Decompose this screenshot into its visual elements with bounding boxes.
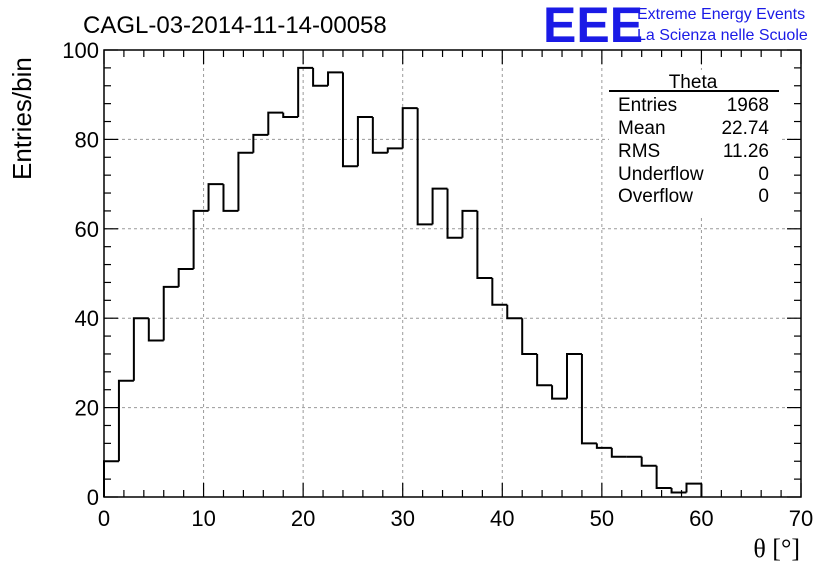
x-tick-label: 60 xyxy=(689,506,713,531)
histogram-bin xyxy=(566,352,582,399)
histogram-bin xyxy=(117,379,134,462)
histogram-bin xyxy=(297,66,314,118)
histogram-bin xyxy=(670,488,687,494)
histogram-bin xyxy=(461,209,478,238)
histogram-bin xyxy=(386,147,403,153)
histogram-bin xyxy=(655,465,672,490)
stats-label-entries: Entries xyxy=(618,95,677,116)
histogram-bin xyxy=(446,188,463,239)
histogram-bin xyxy=(222,184,239,212)
histogram-bin xyxy=(431,187,448,225)
histogram-bin xyxy=(595,443,612,449)
histogram-bin xyxy=(640,456,657,467)
histogram-bin xyxy=(476,210,493,279)
x-axis-label: θ [°] xyxy=(753,534,800,563)
histogram-bin xyxy=(536,353,553,387)
stats-value-mean: 22.74 xyxy=(721,118,769,139)
histogram-bin xyxy=(401,107,418,149)
histogram-bin xyxy=(147,318,164,342)
y-axis-label: Entries/bin xyxy=(7,57,37,180)
chart-title: CAGL-03-2014-11-14-00058 xyxy=(83,12,387,39)
stats-value-entries: 1968 xyxy=(727,95,769,116)
axes-frame xyxy=(103,49,802,498)
histogram-bin xyxy=(132,317,149,381)
stats-label-overflow: Overflow xyxy=(618,186,693,207)
y-tick-label: 100 xyxy=(62,38,99,63)
x-tick-label: 10 xyxy=(191,506,215,531)
histogram-bin xyxy=(551,385,568,400)
histogram-bin xyxy=(267,111,284,135)
histogram-bin xyxy=(685,482,702,493)
x-tick-label: 50 xyxy=(590,506,614,531)
tick-labels: 0 10 20 30 40 50 60 70 0 20 40 60 80 100 xyxy=(62,38,813,531)
y-tick-label: 0 xyxy=(87,485,99,510)
stats-value-rms: 11.26 xyxy=(723,141,769,162)
histogram-bin xyxy=(162,285,179,341)
stats-value-overflow: 0 xyxy=(758,186,769,207)
histogram-bin xyxy=(207,183,224,211)
histogram-bin xyxy=(282,112,299,119)
histogram-bin xyxy=(252,133,269,153)
logo-mark: EEE xyxy=(543,0,643,53)
logo-line2: La Scienza nelle Scuole xyxy=(637,27,808,44)
histogram-bin xyxy=(341,72,358,168)
histogram-bin xyxy=(237,151,254,211)
plot-frame xyxy=(103,49,802,498)
stats-name: Theta xyxy=(669,72,718,93)
histogram-bin xyxy=(521,318,538,355)
stats-label-underflow: Underflow xyxy=(618,164,704,185)
eee-logo: EEE Extreme Energy Events La Scienza nel… xyxy=(543,0,808,53)
histogram-bin xyxy=(371,117,388,154)
y-tick-label: 40 xyxy=(75,306,99,331)
stats-box: Theta Entries 1968 Mean 22.74 RMS 11.26 … xyxy=(609,70,779,215)
stats-label-rms: RMS xyxy=(618,141,660,162)
x-tick-label: 20 xyxy=(291,506,315,531)
x-tick-label: 0 xyxy=(98,506,110,531)
stats-box-background xyxy=(609,70,779,215)
histogram-bin xyxy=(327,71,343,86)
x-tick-label: 40 xyxy=(490,506,514,531)
histogram-bin xyxy=(177,268,194,287)
y-tick-label: 60 xyxy=(75,217,99,242)
y-tick-label: 80 xyxy=(75,127,99,152)
histogram-bin xyxy=(416,108,433,226)
x-tick-label: 30 xyxy=(390,506,414,531)
histogram-bin xyxy=(506,304,523,320)
histogram-bin xyxy=(610,447,627,458)
y-tick-label: 20 xyxy=(75,396,99,421)
histogram-bin xyxy=(312,67,329,87)
histogram-bin xyxy=(192,209,209,270)
x-tick-label: 70 xyxy=(789,506,813,531)
stats-label-mean: Mean xyxy=(618,118,666,139)
histogram-bin xyxy=(491,277,508,306)
logo-line1: Extreme Energy Events xyxy=(637,6,805,23)
stats-value-underflow: 0 xyxy=(758,164,769,185)
histogram-bars xyxy=(103,66,703,497)
histogram-bin xyxy=(580,353,597,445)
histogram-bin xyxy=(356,116,373,167)
